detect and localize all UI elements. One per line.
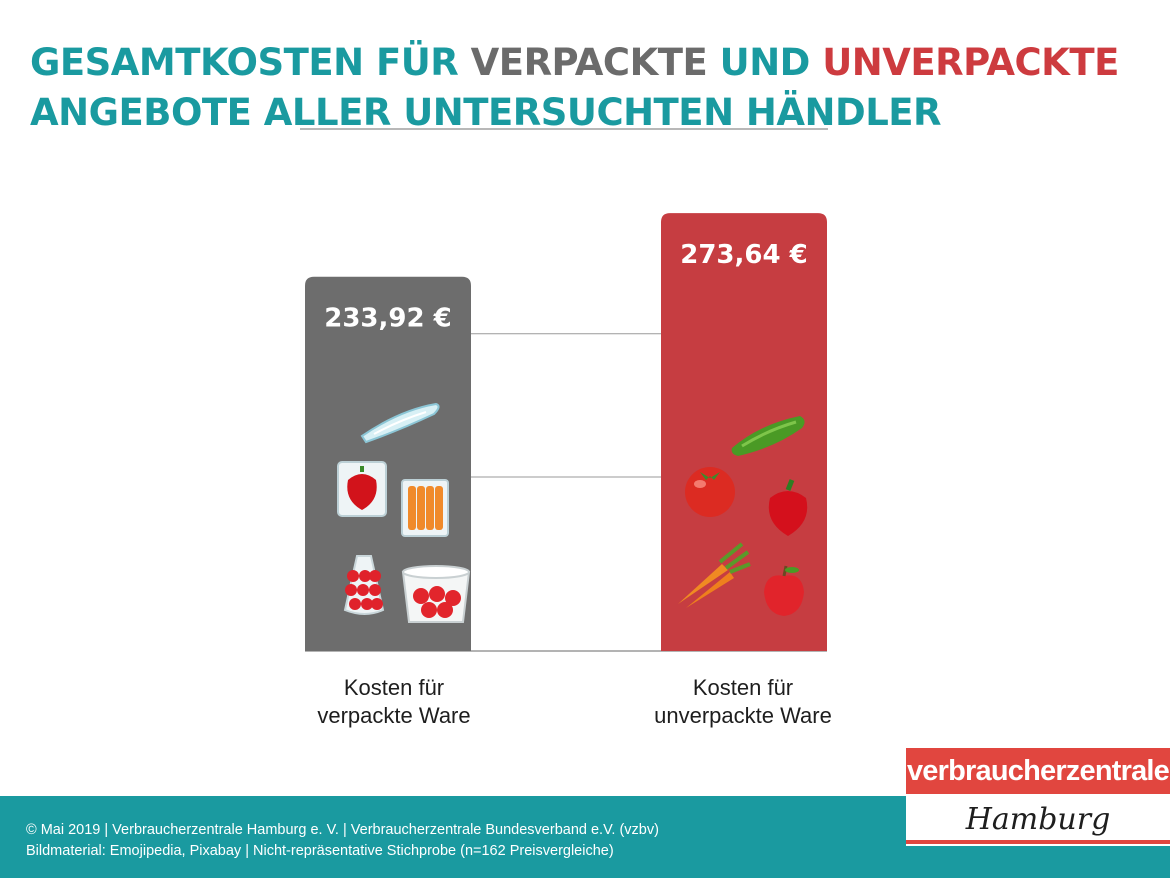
category-label-unverpackte: Kosten für unverpackte Ware: [613, 674, 873, 730]
footer-copyright: © Mai 2019 | Verbraucherzentrale Hamburg…: [26, 822, 659, 838]
apple-icon: [764, 565, 804, 616]
bar-unverpackte: [661, 213, 827, 651]
cucumber-in-plastic-icon: [360, 402, 440, 444]
carrots-in-plastic-icon: [401, 479, 449, 537]
bar-verpackte: [305, 276, 471, 651]
bar-chart: 233,92 € 273,64 €: [305, 213, 827, 652]
bars: [305, 213, 827, 651]
cucumber-icon: [731, 416, 805, 456]
value-label-unverpackte: 273,64 €: [680, 240, 807, 270]
carrots-icon: [678, 542, 751, 608]
title-part-und: und: [707, 41, 823, 84]
category-label-verpackte-line2: verpackte Ware: [317, 703, 471, 728]
category-label-unverpackte-line1: Kosten für: [692, 675, 794, 700]
bell-pepper-in-plastic-icon: [337, 461, 387, 517]
footer-sources: Bildmaterial: Emojipedia, Pixabay | Nich…: [26, 843, 614, 859]
title-part-unverpackte: unverpackte: [822, 41, 1119, 84]
title-underline: [300, 128, 828, 130]
value-label-verpackte: 233,92 €: [324, 304, 451, 334]
logo-rule: [906, 840, 1170, 844]
title-part-1: Gesamtkosten für: [30, 41, 471, 84]
logo-wordmark: verbraucherzentrale: [906, 748, 1170, 794]
verbraucherzentrale-logo: verbraucherzentrale Hamburg: [906, 748, 1170, 846]
category-label-unverpackte-line2: unverpackte Ware: [654, 703, 832, 728]
chart-title: Gesamtkosten für verpackte und unverpack…: [30, 38, 1119, 138]
value-labels: 233,92 € 273,64 €: [324, 240, 807, 334]
tomatoes-in-tub-icon: [401, 565, 471, 623]
title-line-2: Angebote aller untersuchten Händler: [30, 91, 942, 134]
category-label-verpackte-line1: Kosten für: [343, 675, 445, 700]
tomato-icon: [685, 467, 735, 517]
title-part-verpackte: verpackte: [470, 41, 708, 84]
apples-in-net-bag-icon: [343, 555, 385, 615]
category-label-verpackte: Kosten für verpackte Ware: [264, 674, 524, 730]
logo-city: Hamburg: [965, 802, 1111, 837]
illustrations: [337, 402, 808, 623]
bell-pepper-icon: [768, 479, 808, 536]
